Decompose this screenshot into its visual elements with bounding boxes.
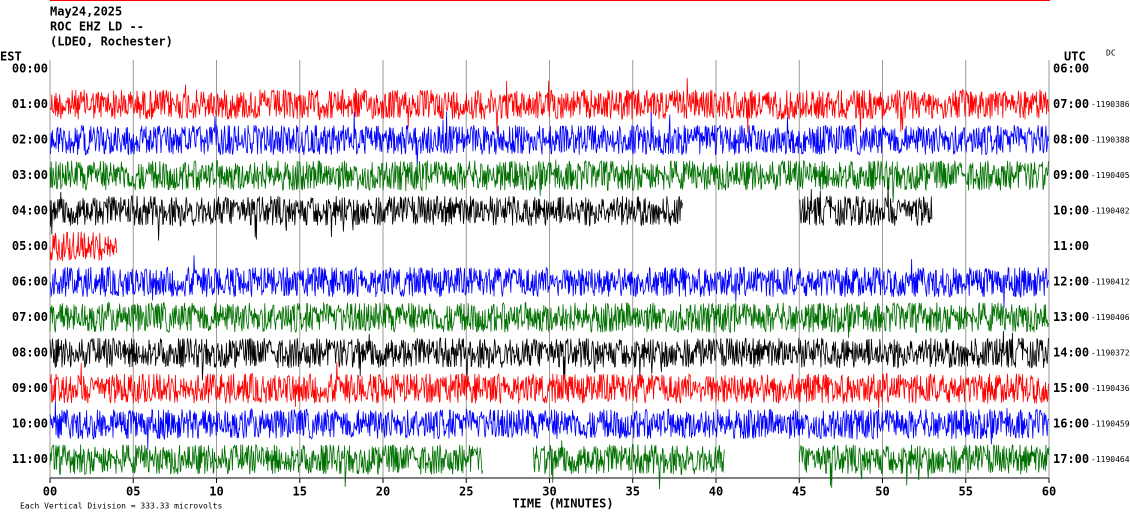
count-label: -1190405 xyxy=(1091,171,1130,180)
mode: DC xyxy=(1106,49,1116,58)
utc-label: 14:00 xyxy=(1053,346,1089,360)
trace xyxy=(49,361,1049,409)
utc-label: 10:00 xyxy=(1053,204,1089,218)
x-tick-label: 40 xyxy=(709,485,723,499)
x-tick-label: 20 xyxy=(376,485,390,499)
trace xyxy=(49,77,1049,134)
utc-label: 07:00 xyxy=(1053,97,1089,111)
date: May24,2025 xyxy=(50,5,122,19)
right-zone: UTC xyxy=(1064,50,1086,64)
utc-label: 09:00 xyxy=(1053,168,1089,182)
est-label: 11:00 xyxy=(12,452,48,466)
count-label: -1190388 xyxy=(1091,136,1130,145)
est-label: 08:00 xyxy=(12,346,48,360)
trace xyxy=(49,231,117,262)
trace xyxy=(49,111,1049,167)
x-tick-label: 30 xyxy=(542,485,556,499)
trace xyxy=(49,191,683,241)
est-label: 09:00 xyxy=(12,381,48,395)
utc-label: 16:00 xyxy=(1053,417,1089,431)
count-label: -1190464 xyxy=(1091,455,1130,464)
est-label: 03:00 xyxy=(12,168,48,182)
trace xyxy=(799,185,933,227)
est-label: 06:00 xyxy=(12,275,48,289)
x-tick-label: 25 xyxy=(459,485,473,499)
x-tick-label: 55 xyxy=(959,485,973,499)
est-label: 05:00 xyxy=(12,239,48,253)
est-label: 07:00 xyxy=(12,310,48,324)
est-label: 01:00 xyxy=(12,97,48,111)
scale-note: Each Vertical Division = 333.33 microvol… xyxy=(20,502,222,511)
utc-label: 11:00 xyxy=(1053,239,1089,253)
x-tick-label: 15 xyxy=(293,485,307,499)
count-label: -1190406 xyxy=(1091,313,1130,322)
est-label: 02:00 xyxy=(12,133,48,147)
left-zone: EST xyxy=(0,50,22,64)
x-tick-label: 50 xyxy=(875,485,889,499)
trace xyxy=(49,401,1049,450)
x-tick-label: 00 xyxy=(43,485,57,499)
est-label: 00:00 xyxy=(12,62,48,76)
est-label: 04:00 xyxy=(12,204,48,218)
count-label: -1190412 xyxy=(1091,278,1130,287)
x-tick-label: 60 xyxy=(1042,485,1056,499)
trace xyxy=(49,159,1049,203)
count-label: -1190372 xyxy=(1091,349,1130,358)
trace xyxy=(49,330,1049,383)
utc-label: 13:00 xyxy=(1053,310,1089,324)
count-label: -1190402 xyxy=(1091,207,1130,216)
trace xyxy=(798,444,1050,489)
est-label: 10:00 xyxy=(12,417,48,431)
count-label: -1190459 xyxy=(1091,420,1130,429)
trace xyxy=(49,255,1049,308)
trace xyxy=(532,440,725,490)
network: (LDEO, Rochester) xyxy=(50,35,173,49)
utc-label: 15:00 xyxy=(1053,381,1089,395)
utc-label: 06:00 xyxy=(1053,62,1089,76)
trace xyxy=(49,301,1049,338)
utc-label: 17:00 xyxy=(1053,452,1089,466)
x-tick-label: 35 xyxy=(626,485,640,499)
station: ROC EHZ LD -- xyxy=(50,20,144,34)
x-tick-label: 10 xyxy=(209,485,223,499)
count-label: -1190436 xyxy=(1091,384,1130,393)
count-label: -1190386 xyxy=(1091,100,1130,109)
x-tick-label: 45 xyxy=(792,485,806,499)
x-axis-label: TIME (MINUTES) xyxy=(512,497,613,511)
trace xyxy=(49,444,483,487)
utc-label: 12:00 xyxy=(1053,275,1089,289)
x-tick-label: 05 xyxy=(126,485,140,499)
utc-label: 08:00 xyxy=(1053,133,1089,147)
